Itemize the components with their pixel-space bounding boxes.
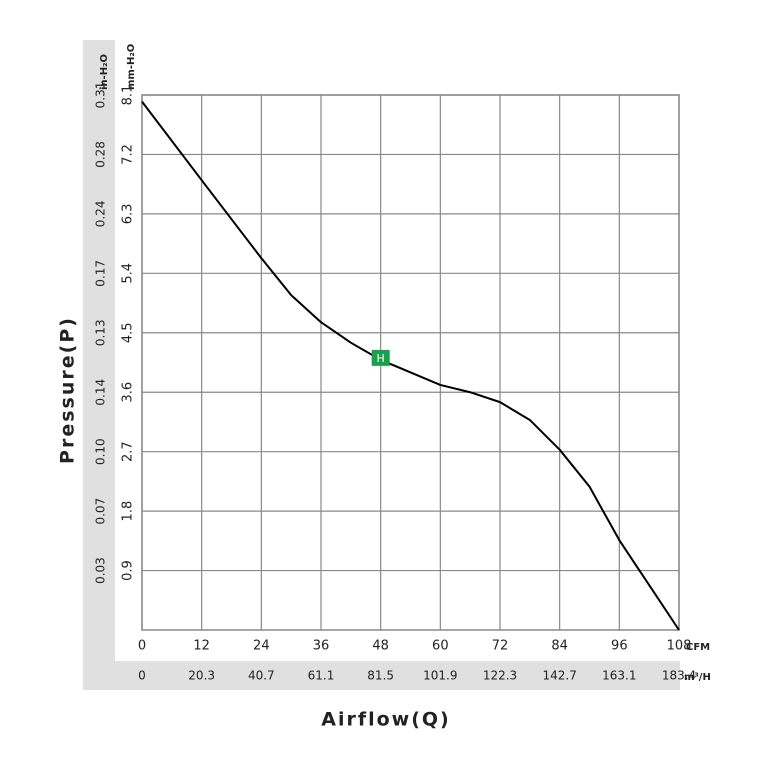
x-tick-label: 72 [492, 639, 509, 654]
y-tick-label: 7.2 [121, 144, 136, 165]
y2-tick-label: 0.24 [94, 201, 108, 228]
x-tick-label: 60 [432, 639, 449, 654]
x-tick-label: 36 [313, 639, 330, 654]
x-tick-label: 84 [551, 639, 568, 654]
x2-unit: m³/H [684, 672, 711, 683]
y-tick-label: 4.5 [121, 322, 136, 343]
y-tick-label: 8.1 [121, 85, 136, 106]
x2-tick-label: 20.3 [188, 669, 215, 683]
y2-tick-label: 0.10 [94, 438, 108, 465]
x2-tick-label: 183.4 [662, 669, 696, 683]
x-axis-title: Airflow(Q) [321, 709, 451, 731]
y2-band [83, 40, 115, 690]
y-tick-label: 0.9 [121, 560, 136, 581]
x2-tick-label: 0 [138, 669, 146, 683]
y2-tick-label: 0.03 [94, 557, 108, 584]
y2-tick-label: 0.31 [94, 82, 108, 109]
x-tick-label: 24 [253, 639, 270, 654]
y-tick-label: 6.3 [121, 204, 136, 225]
x2-tick-label: 81.5 [367, 669, 394, 683]
y2-unit: in-H₂O [99, 54, 110, 90]
x-tick-label: 48 [372, 639, 389, 654]
x-tick-label: 108 [667, 639, 692, 654]
x-tick-label: 96 [611, 639, 628, 654]
x2-tick-label: 61.1 [308, 669, 335, 683]
x2-tick-label: 122.3 [483, 669, 517, 683]
x-unit: CFM [686, 642, 710, 653]
y2-tick-label: 0.28 [94, 141, 108, 168]
y2-tick-label: 0.07 [94, 498, 108, 525]
x2-tick-label: 40.7 [248, 669, 275, 683]
y-tick-label: 1.8 [121, 501, 136, 522]
y2-tick-label: 0.17 [94, 260, 108, 287]
curve [141, 101, 680, 631]
y2-tick-label: 0.13 [94, 319, 108, 346]
y-tick-label: 3.6 [121, 382, 136, 403]
y-axis-title: Pressure(P) [57, 316, 79, 464]
x-tick-label: 0 [138, 639, 146, 654]
x2-tick-label: 142.7 [542, 669, 576, 683]
marker-label: H [377, 352, 385, 365]
y-tick-label: 5.4 [121, 263, 136, 284]
y-unit: mm-H₂O [126, 44, 137, 90]
marker-box [371, 349, 390, 366]
y2-tick-label: 0.14 [94, 379, 108, 406]
x2-tick-label: 101.9 [423, 669, 457, 683]
plot-frame [141, 94, 680, 631]
x2-band [115, 661, 680, 690]
y-tick-label: 2.7 [121, 441, 136, 462]
x2-tick-label: 163.1 [602, 669, 636, 683]
x-tick-label: 12 [193, 639, 210, 654]
